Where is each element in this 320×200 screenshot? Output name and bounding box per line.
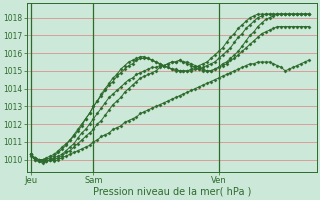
X-axis label: Pression niveau de la mer( hPa ): Pression niveau de la mer( hPa ) xyxy=(92,187,251,197)
